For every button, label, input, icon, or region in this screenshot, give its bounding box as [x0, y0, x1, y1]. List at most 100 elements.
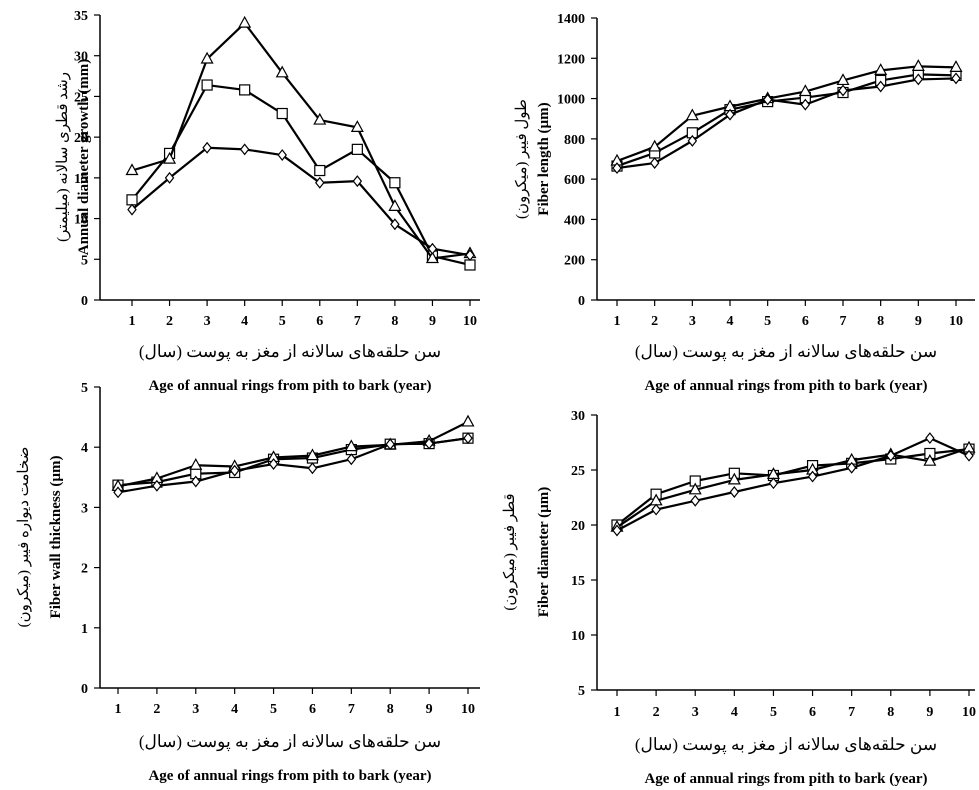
- x-tick-label: 10: [463, 314, 477, 329]
- diamond-point: [315, 176, 325, 189]
- x-tick-label: 2: [651, 314, 658, 329]
- diamond-point: [202, 141, 212, 154]
- x-tick-label: 8: [887, 705, 894, 720]
- x-tick-label: 6: [802, 314, 809, 329]
- triangle-point: [275, 65, 289, 78]
- triangle-point: [923, 453, 937, 466]
- triangle-point: [350, 120, 364, 132]
- x-axis-label-fa: سن حلقه‌های سالانه از مغز به پوست (سال): [635, 735, 937, 755]
- y-tick-label: 5: [578, 684, 585, 699]
- diamond-point: [390, 218, 400, 231]
- x-tick-label: 2: [166, 314, 173, 329]
- chart-panel-1: 0 5 10 15 20 25 30 35 1 2 3 4 5 6 7 8 9 10 سن حلقه‌های سال…: [55, 9, 480, 394]
- y-tick-label: 1400: [557, 12, 585, 27]
- square-point: [201, 79, 213, 91]
- x-tick-label: 4: [241, 314, 248, 329]
- y-tick-label: 1200: [557, 52, 585, 67]
- diamond-point: [346, 453, 357, 466]
- y-axis-label-fa: قطر فیبر (میکرون): [502, 493, 518, 610]
- triangle-point: [648, 139, 662, 152]
- x-tick-label: 7: [848, 705, 855, 720]
- y-tick-label: 1: [81, 622, 88, 637]
- diamond-point: [687, 134, 698, 147]
- x-tick-label: 9: [426, 702, 433, 717]
- x-tick-label: 6: [309, 702, 316, 717]
- y-tick-label: 25: [571, 464, 585, 479]
- x-tick-label: 3: [204, 314, 211, 329]
- triangle-point: [727, 472, 741, 485]
- series-line-triangle: [616, 446, 970, 529]
- diamond-point: [846, 461, 857, 474]
- diamond-point: [307, 462, 318, 475]
- diamond-point: [925, 432, 935, 445]
- diamond-point: [964, 449, 974, 462]
- triangle-point: [685, 108, 699, 121]
- triangle-point: [313, 112, 327, 125]
- x-axis-label-fa: سن حلقه‌های سالانه از مغز به پوست (سال): [635, 342, 937, 362]
- y-tick-label: 2: [81, 562, 88, 577]
- x-tick-label: 3: [689, 314, 696, 329]
- diamond-point: [113, 486, 123, 499]
- chart-panel-2: 0 200 400 600 800 1000 1200 1400 1 2 3 4 5 6 7 8 9 10 سن ح…: [514, 12, 975, 394]
- triangle-point: [798, 84, 812, 97]
- square-point: [389, 177, 401, 189]
- y-tick-label: 600: [564, 173, 585, 188]
- y-tick-label: 20: [74, 131, 88, 146]
- diamond-point: [725, 108, 735, 121]
- y-axis-label-en: Fiber wall thickness (µm): [48, 456, 64, 619]
- triangle-point: [238, 15, 252, 28]
- y-tick-label: 0: [578, 294, 585, 309]
- diamond-point: [875, 80, 886, 93]
- x-tick-label: 4: [231, 702, 238, 717]
- diamond-point: [768, 477, 779, 490]
- square-point: [351, 143, 363, 155]
- y-tick-label: 5: [81, 253, 88, 268]
- y-tick-label: 4: [81, 441, 88, 456]
- x-tick-label: 9: [926, 705, 933, 720]
- x-tick-label: 10: [949, 314, 963, 329]
- x-tick-label: 8: [391, 314, 398, 329]
- diamond-point: [268, 458, 279, 471]
- y-axis-label-en: Fiber diameter (µm): [536, 487, 552, 618]
- square-point: [239, 84, 251, 96]
- x-tick-label: 9: [915, 314, 922, 329]
- diamond-point: [651, 503, 661, 516]
- series-line-square: [616, 448, 970, 526]
- x-axis-label-en: Age of annual rings from pith to bark (y…: [148, 378, 431, 394]
- diamond-point: [886, 449, 896, 462]
- diamond-point: [229, 464, 240, 477]
- x-tick-label: 9: [429, 314, 436, 329]
- chart-panel-3: 0 1 2 3 4 5 1 2 3 4 5 6 7 8 9 10 سن حلقه‌های سالانه از م…: [16, 381, 480, 784]
- x-tick-label: 1: [115, 702, 122, 717]
- diamond-point: [127, 203, 137, 216]
- series-line-diamond: [616, 77, 957, 170]
- y-tick-label: 15: [74, 172, 88, 187]
- series-line-diamond: [131, 146, 471, 257]
- triangle-point: [305, 448, 319, 461]
- series-line-diamond: [117, 437, 469, 494]
- triangle-point: [388, 199, 402, 211]
- triangle-point: [874, 63, 888, 75]
- diamond-point: [164, 171, 175, 184]
- y-tick-label: 20: [571, 519, 585, 534]
- x-axis-label-en: Age of annual rings from pith to bark (y…: [148, 768, 431, 784]
- diamond-point: [465, 249, 475, 262]
- series-line-diamond: [616, 437, 970, 532]
- x-tick-label: 5: [770, 705, 777, 720]
- y-tick-label: 0: [81, 682, 88, 697]
- x-tick-label: 2: [153, 702, 160, 717]
- series-line-square: [131, 83, 471, 267]
- y-axis-label-fa: رشد قطری سالانه (میلیمتر): [55, 72, 71, 242]
- x-axis-label-en: Age of annual rings from pith to bark (y…: [644, 378, 927, 394]
- y-tick-label: 5: [81, 381, 88, 396]
- triangle-point: [189, 458, 203, 470]
- series-line-triangle: [117, 420, 469, 488]
- y-tick-label: 0: [81, 294, 88, 309]
- x-tick-label: 5: [279, 314, 286, 329]
- x-tick-label: 8: [387, 702, 394, 717]
- series-line-triangle: [616, 65, 957, 163]
- x-tick-label: 1: [614, 705, 621, 720]
- triangle-point: [125, 163, 139, 176]
- x-tick-label: 3: [192, 702, 199, 717]
